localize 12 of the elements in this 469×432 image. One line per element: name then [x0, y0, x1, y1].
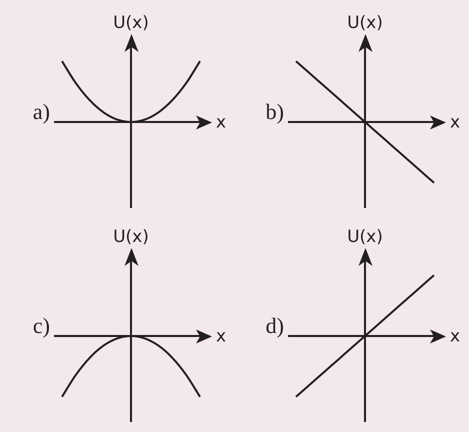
y-axis-title: U(x): [113, 12, 149, 33]
x-axis-title: x: [216, 326, 226, 346]
y-axis-title: U(x): [113, 226, 149, 247]
y-axis-title: U(x): [347, 12, 383, 33]
y-axis-title: U(x): [347, 226, 383, 247]
x-axis-title: x: [450, 112, 460, 132]
chart-title: c): [32, 312, 50, 338]
text: d): [266, 312, 284, 338]
text: a): [32, 98, 50, 124]
x-axis-title: x: [450, 326, 460, 346]
text: b): [266, 98, 284, 124]
x-axis-title: x: [216, 112, 226, 132]
